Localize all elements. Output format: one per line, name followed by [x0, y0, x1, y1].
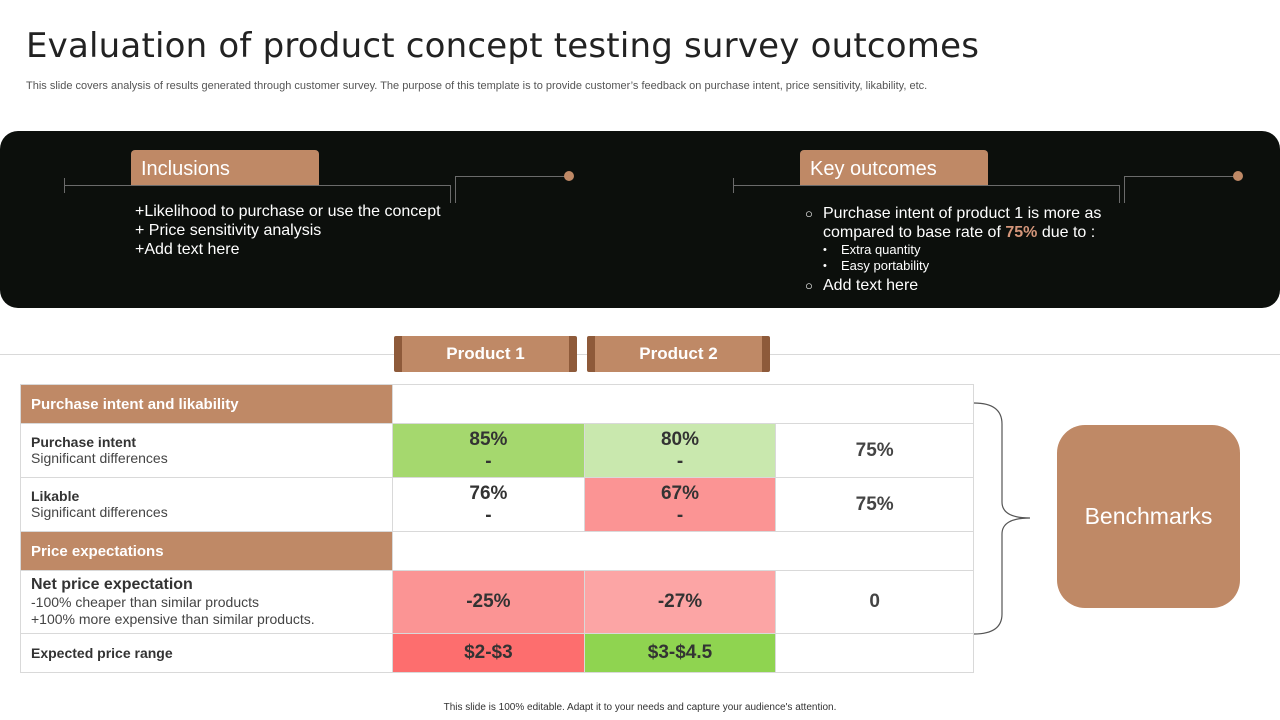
section-row: Purchase intent and likability — [19, 384, 974, 424]
product-1-header: Product 1 — [394, 336, 577, 372]
circle-bullet-icon: ○ — [805, 278, 813, 293]
row-label: Net price expectation — [31, 576, 193, 593]
product-1-value: 85% - — [392, 423, 585, 478]
product-1-value: $2-$3 — [392, 633, 585, 673]
section-header: Price expectations — [19, 531, 394, 571]
divider-tick — [450, 185, 451, 203]
list-item: • Easy portability — [823, 258, 930, 273]
product-2-value: $3-$4.5 — [583, 633, 777, 673]
product-1-value: 76% - — [392, 477, 585, 532]
divider-tick — [64, 178, 65, 193]
outcome-suffix: due to : — [1041, 224, 1096, 241]
divider-tick — [733, 178, 734, 193]
section-row: Price expectations — [19, 531, 974, 571]
benchmark-value: 75% — [775, 477, 974, 532]
bullet-icon: • — [823, 260, 827, 272]
key-outcomes-list: ○ Purchase intent of product 1 is more a… — [805, 204, 1135, 295]
footer-note: This slide is 100% editable. Adapt it to… — [443, 702, 837, 713]
outcome-text: Purchase intent of product 1 is more as … — [823, 205, 1102, 241]
page-subtitle: This slide covers analysis of results ge… — [26, 80, 928, 92]
benchmark-value: 75% — [775, 423, 974, 478]
list-item: +Add text here — [135, 241, 240, 258]
product-2-value: 67% - — [583, 477, 777, 532]
divider-line — [64, 185, 450, 186]
row-label: Likable — [31, 488, 80, 504]
list-item: • Extra quantity — [823, 242, 921, 257]
comparison-table: Purchase intent and likability Purchase … — [19, 384, 974, 673]
list-item: + Price sensitivity analysis — [135, 222, 322, 239]
divider-tick — [1124, 176, 1125, 203]
connector-dot — [564, 171, 574, 181]
connector-dot — [1233, 171, 1243, 181]
table-row: Expected price range $2-$3 $3-$4.5 — [19, 633, 974, 673]
table-row: Net price expectation -100% cheaper than… — [19, 570, 974, 634]
circle-bullet-icon: ○ — [805, 206, 813, 221]
outcome-text: Add text here — [823, 277, 919, 294]
inclusions-tab: Inclusions — [131, 150, 319, 186]
row-sublabel: -100% cheaper than similar products — [31, 594, 260, 610]
divider-line — [733, 185, 1119, 186]
row-sublabel: Significant differences — [31, 450, 168, 466]
divider-line — [1124, 176, 1234, 177]
table-row: Likable Significant differences 76% - 67… — [19, 477, 974, 532]
divider-line — [455, 176, 565, 177]
list-item: +Likelihood to purchase or use the conce… — [135, 203, 441, 220]
benchmark-value: 0 — [775, 570, 974, 634]
benchmark-value — [775, 633, 974, 673]
product-2-value: 80% - — [583, 423, 777, 478]
benchmarks-box: Benchmarks — [1057, 425, 1240, 608]
table-row: Purchase intent Significant differences … — [19, 423, 974, 478]
page-title: Evaluation of product concept testing su… — [26, 26, 980, 66]
section-header: Purchase intent and likability — [19, 384, 394, 424]
outcome-sub-list: • Extra quantity • Easy portability — [823, 242, 1135, 274]
row-sublabel: Significant differences — [31, 504, 168, 520]
row-label: Purchase intent — [31, 434, 137, 450]
row-sublabel: +100% more expensive than similar produc… — [31, 611, 315, 627]
list-item: ○ Add text here — [805, 276, 1135, 295]
bullet-icon: • — [823, 244, 827, 256]
product-2-value: -27% — [583, 570, 777, 634]
list-item: ○ Purchase intent of product 1 is more a… — [805, 204, 1135, 242]
row-label: Expected price range — [31, 645, 173, 661]
product-1-value: -25% — [392, 570, 585, 634]
key-outcomes-tab: Key outcomes — [800, 150, 988, 186]
brace-icon — [973, 402, 1031, 635]
inclusions-list: +Likelihood to purchase or use the conce… — [135, 202, 441, 259]
product-2-header: Product 2 — [587, 336, 770, 372]
divider-tick — [1119, 185, 1120, 203]
divider-tick — [455, 176, 456, 203]
outcome-highlight: 75% — [1005, 224, 1038, 241]
